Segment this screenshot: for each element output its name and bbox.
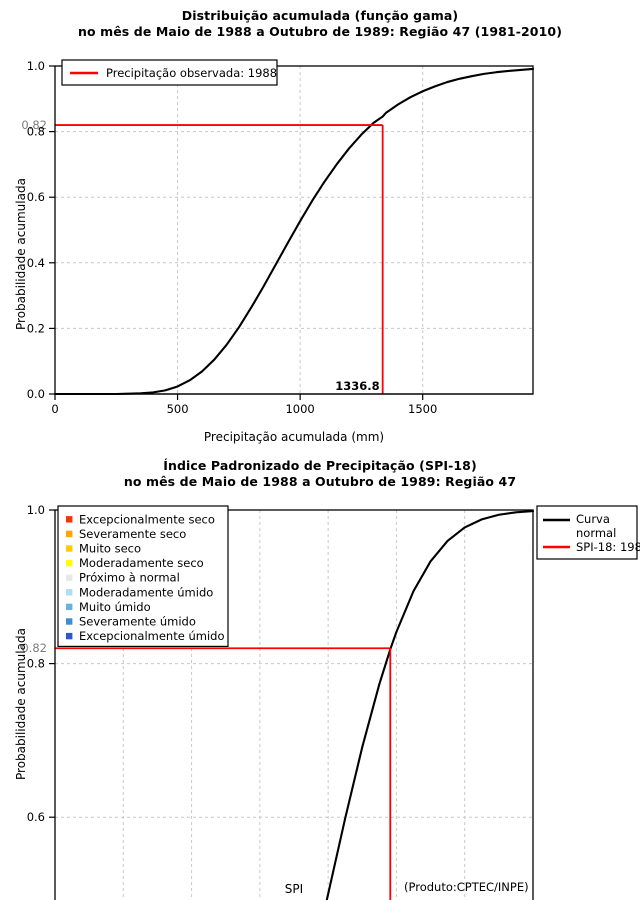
- annotation-y-value: 0.82: [21, 641, 47, 655]
- chart-title-spi: Índice Padronizado de Precipitação (SPI-…: [0, 458, 640, 490]
- x-tick-label: 500: [167, 402, 189, 416]
- chart-title-spi-line2: no mês de Maio de 1988 a Outubro de 1989…: [123, 474, 517, 489]
- legend-category-label: Excepcionalmente úmido: [79, 629, 224, 643]
- legend-curve-label-line2: normal: [576, 526, 616, 540]
- legend-spi-label: SPI-18: 1988: [576, 540, 640, 554]
- y-tick-label: 0.8: [27, 125, 45, 139]
- spi-cdf-plot: 0.82-4-3-2-101230.00.20.40.60.81.0SPI-18…: [21, 503, 640, 900]
- legend-category-label: Próximo à normal: [79, 571, 180, 585]
- x-tick-label: 0: [51, 402, 58, 416]
- legend-item-label: Precipitação observada: 1988: [106, 66, 277, 80]
- x-axis-label-gamma: Precipitação acumulada (mm): [203, 430, 385, 444]
- chart-title-gamma: Distribuição acumulada (função gama) no …: [0, 8, 640, 40]
- legend-category-label: Moderadamente seco: [79, 556, 204, 570]
- annotation-y-value: 0.82: [21, 118, 47, 132]
- y-tick-label: 0.2: [27, 321, 45, 335]
- legend-category-label: Severamente seco: [79, 527, 186, 541]
- y-tick-label: 0.6: [27, 810, 45, 824]
- legend-curve-label-line1: Curva: [576, 512, 610, 526]
- legend-observed-precip: Precipitação observada: 1988: [61, 59, 278, 86]
- chart-title-gamma-line1: Distribuição acumulada (função gama): [181, 8, 459, 23]
- y-tick-label: 0.4: [27, 256, 45, 270]
- y-tick-label: 1.0: [27, 503, 45, 517]
- legend-category-label: Muito seco: [79, 542, 141, 556]
- y-axis-label-gamma: Probabilidade acumulada: [14, 178, 28, 330]
- y-tick-label: 1.0: [27, 59, 45, 73]
- legend-category-label: Muito úmido: [79, 600, 151, 614]
- legend-category-label: Severamente úmido: [79, 615, 196, 629]
- gamma-cdf-panel: Distribuição acumulada (função gama) no …: [0, 8, 640, 444]
- y-tick-label: 0.6: [27, 190, 45, 204]
- credit-label: (Produto:CPTEC/INPE): [404, 880, 529, 894]
- legend-category-label: Moderadamente úmido: [79, 585, 213, 599]
- x-tick-label: 1500: [408, 402, 437, 416]
- y-tick-label: 0.0: [27, 387, 45, 401]
- y-axis-label-spi: Probabilidade acumulada: [14, 628, 28, 780]
- gamma-cdf-plot: 0.82 1336.8 0 500 1000 1500 0.0 0.2 0.4 0.6 0.8 1.0…: [21, 59, 535, 416]
- x-tick-label: 1000: [285, 402, 314, 416]
- x-axis-label-spi: SPI: [284, 882, 304, 896]
- chart-title-spi-line1: Índice Padronizado de Precipitação (SPI-…: [163, 458, 477, 473]
- legend-category-label: Excepcionalmente seco: [79, 512, 215, 526]
- annotation-x-value: 1336.8: [335, 379, 379, 393]
- spi-cdf-panel: Índice Padronizado de Precipitação (SPI-…: [0, 450, 640, 900]
- chart-title-gamma-line2: no mês de Maio de 1988 a Outubro de 1989…: [77, 24, 563, 39]
- y-tick-label: 0.8: [27, 657, 45, 671]
